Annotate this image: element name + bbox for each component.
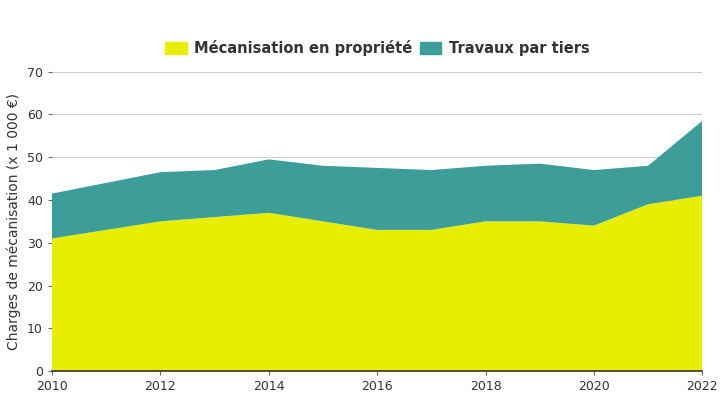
Legend: Mécanisation en propriété, Travaux par tiers: Mécanisation en propriété, Travaux par t… [165, 40, 589, 56]
Y-axis label: Charges de mécanisation (x 1 000 €): Charges de mécanisation (x 1 000 €) [7, 93, 22, 350]
